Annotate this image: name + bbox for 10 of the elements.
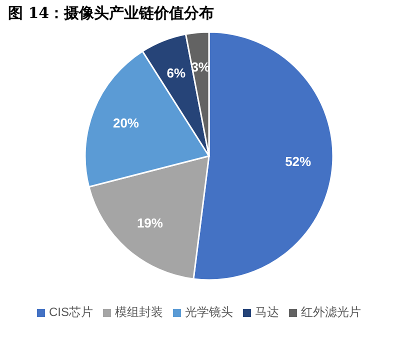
- legend-label: 红外滤光片: [301, 305, 361, 319]
- legend-label: 光学镜头: [185, 305, 233, 319]
- legend-label: 马达: [255, 305, 279, 319]
- data-label: 20%: [112, 116, 140, 131]
- data-label: 19%: [136, 215, 164, 230]
- data-label: 6%: [166, 65, 186, 80]
- chart-title: 图 14：摄像头产业链价值分布: [8, 4, 216, 24]
- legend-label: 模组封装: [115, 305, 163, 319]
- legend-label: CIS芯片: [48, 305, 93, 319]
- data-label: 52%: [285, 154, 312, 170]
